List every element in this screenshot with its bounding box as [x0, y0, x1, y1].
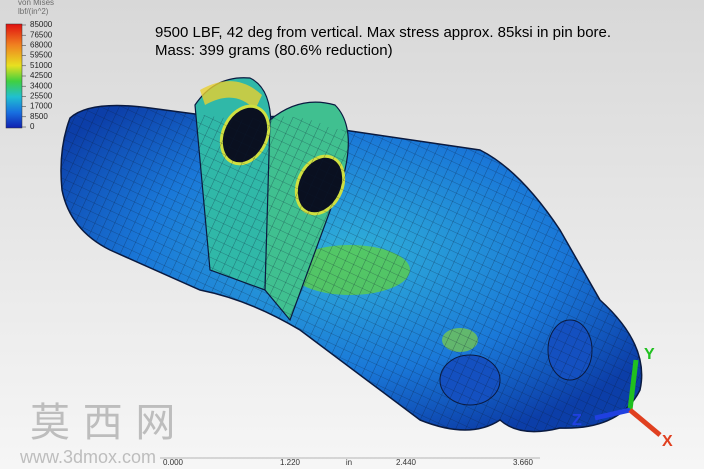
mesh	[61, 105, 642, 432]
legend-label: 0	[30, 122, 35, 131]
legend-label: 34000	[30, 81, 53, 90]
ruler: 0.000 1.220 in 2.440 3.660	[160, 457, 540, 467]
ruler-label: 2.440	[396, 458, 417, 467]
legend-label: 8500	[30, 112, 48, 121]
axis-label: Z	[572, 412, 582, 429]
axis-triad: Y Z X	[572, 346, 673, 450]
legend-label: 17000	[30, 102, 53, 111]
legend-label: 42500	[30, 71, 53, 80]
legend-label: 51000	[30, 61, 53, 70]
legend-label: 76500	[30, 30, 53, 39]
legend-label: 85000	[30, 20, 53, 29]
legend: von Miseslbf/(in^2)850007650068000595005…	[5, 0, 54, 131]
model	[60, 77, 643, 433]
stress-zone	[200, 81, 262, 110]
watermark-url: www.3dmox.com	[19, 447, 156, 467]
ruler-label: 0.000	[163, 458, 184, 467]
color-bar	[5, 23, 23, 129]
y-axis-arrow	[627, 359, 639, 411]
ruler-unit: in	[346, 458, 352, 467]
legend-title: von Mises	[18, 0, 54, 7]
x-axis-arrow	[628, 408, 662, 437]
watermark: 莫 西 网	[30, 400, 175, 446]
axis-label: X	[662, 433, 673, 450]
annotation: 9500 LBF, 42 deg from vertical. Max stre…	[155, 24, 611, 41]
legend-title: lbf/(in^2)	[18, 7, 49, 16]
legend-label: 68000	[30, 41, 53, 50]
annotation: Mass: 399 grams (80.6% reduction)	[155, 42, 393, 59]
z-axis-arrow	[594, 407, 631, 421]
legend-label: 25500	[30, 92, 53, 101]
legend-label: 59500	[30, 51, 53, 60]
ruler-label: 3.660	[513, 458, 534, 467]
axis-label: Y	[644, 346, 655, 363]
ruler-label: 1.220	[280, 458, 301, 467]
